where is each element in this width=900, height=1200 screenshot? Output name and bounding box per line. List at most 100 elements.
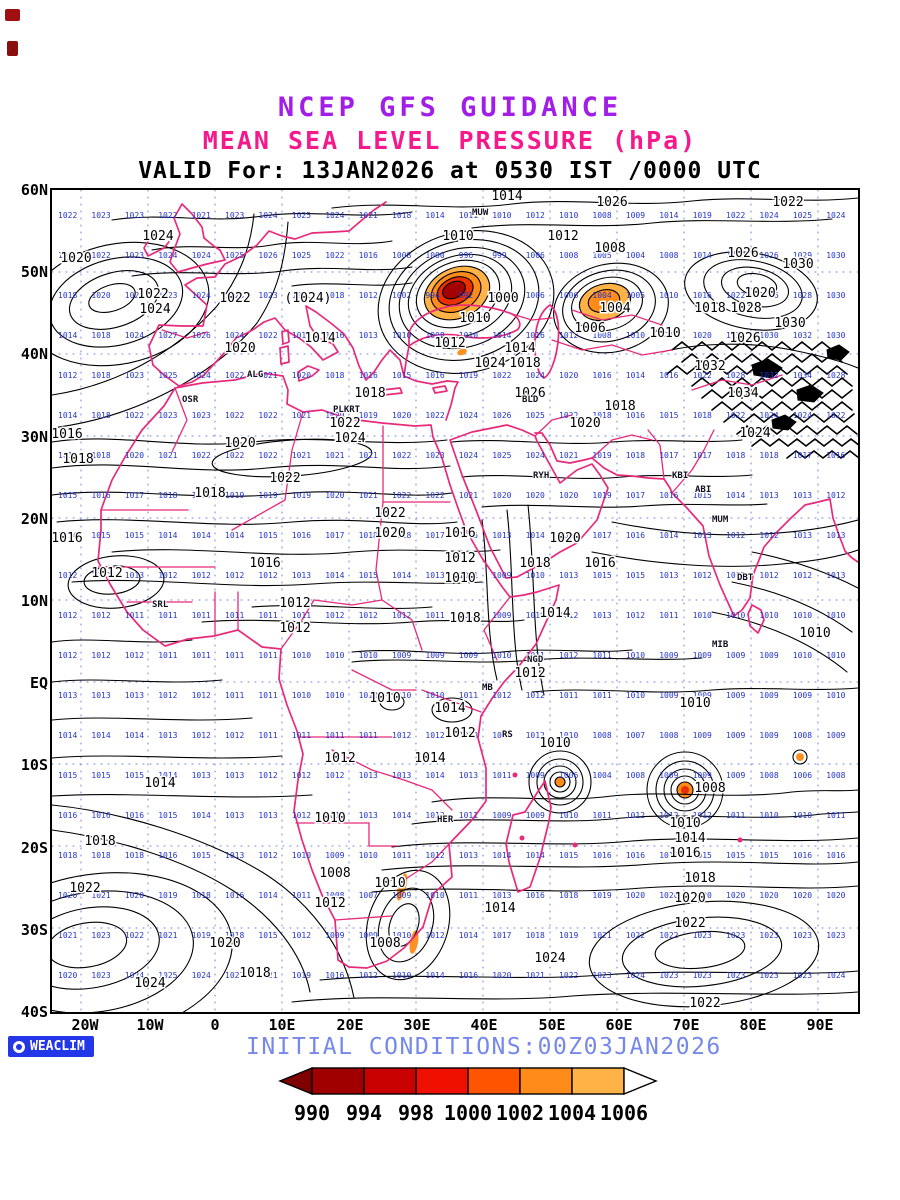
grid-pressure-value: 1010 [492,211,511,220]
grid-pressure-value: 1016 [793,851,812,860]
grid-pressure-value: 1019 [225,491,244,500]
grid-pressure-value: 1022 [125,411,144,420]
grid-pressure-value: 1015 [592,571,611,580]
contour-label: 1012 [434,336,465,351]
grid-pressure-value: 1017 [492,931,511,940]
contour-label: 1026 [727,246,758,261]
grid-pressure-value: 1013 [359,331,378,340]
grid-pressure-value: 1020 [292,371,311,380]
grid-pressure-value: 1019 [559,931,578,940]
grid-pressure-value: 1018 [192,891,211,900]
grid-pressure-value: 999 [492,251,507,260]
grid-pressure-value: 1020 [559,491,578,500]
lon-tick-80E: 80E [728,1016,778,1034]
contour-label: 1030 [774,316,805,331]
grid-pressure-value: 1019 [258,491,277,500]
grid-pressure-value: 1021 [158,451,177,460]
grid-pressure-value: 1023 [125,371,144,380]
contour-label: 1010 [669,816,700,831]
grid-pressure-value: 1015 [359,571,378,580]
lat-tick-10N: 10N [2,592,48,610]
grid-pressure-value: 1010 [726,611,745,620]
contour-label: 1020 [744,286,775,301]
grid-pressure-value: 1021 [559,451,578,460]
station-label-NGD: NGD [527,655,544,665]
grid-pressure-value: 1025 [526,411,545,420]
grid-pressure-value: 1024 [526,371,545,380]
grid-pressure-value: 1022 [225,411,244,420]
grid-pressure-value: 1016 [526,331,545,340]
grid-pressure-value: 1009 [325,931,344,940]
contour-label: 1010 [444,571,475,586]
grid-pressure-value: 1034 [793,371,812,380]
grid-pressure-value: 1032 [793,331,812,340]
station-label-MIB: MIB [712,640,729,650]
grid-pressure-value: 1011 [726,811,745,820]
grid-pressure-value: 1025 [292,211,311,220]
grid-pressure-value: 1013 [292,571,311,580]
contour-label: 1014 [674,831,705,846]
grid-pressure-value: 1013 [592,611,611,620]
lon-tick-40E: 40E [459,1016,509,1034]
grid-pressure-value: 1019 [359,411,378,420]
grid-pressure-value: 1016 [58,811,77,820]
grid-pressure-value: 1010 [392,331,411,340]
grid-pressure-value: 1020 [726,891,745,900]
grid-pressure-value: 1022 [91,251,110,260]
grid-pressure-value: 1012 [58,651,77,660]
grid-pressure-value: 1014 [425,211,444,220]
contour-label: 1020 [549,531,580,546]
grid-pressure-value: 1028 [826,371,845,380]
grid-pressure-value: 1018 [759,451,778,460]
contour-label: 1014 [414,751,445,766]
grid-pressure-value: 1010 [559,211,578,220]
colorbar-label: 1004 [548,1101,596,1124]
grid-pressure-value: 1015 [258,531,277,540]
grid-pressure-value: 1022 [225,371,244,380]
grid-pressure-value: 1023 [91,211,110,220]
grid-pressure-value: 1023 [91,931,110,940]
grid-pressure-value: 1020 [492,971,511,980]
grid-pressure-value: 1025 [793,211,812,220]
grid-pressure-value: 1028 [726,371,745,380]
grid-pressure-value: 1013 [459,851,478,860]
contour-label: 1014 [144,776,175,791]
grid-pressure-value: 1012 [726,531,745,540]
grid-pressure-value: 1016 [359,251,378,260]
grid-pressure-value: 1009 [726,731,745,740]
contour-label: 1010 [369,691,400,706]
grid-pressure-value: 1023 [158,411,177,420]
grid-pressure-value: 1014 [58,411,77,420]
grid-pressure-value: 1016 [626,531,645,540]
grid-pressure-value: 1010 [359,651,378,660]
grid-pressure-value: 1013 [58,691,77,700]
grid-pressure-value: 1020 [91,291,110,300]
grid-pressure-value: 1015 [125,531,144,540]
grid-pressure-value: 1013 [392,771,411,780]
contour-label: 1022 [374,506,405,521]
grid-pressure-value: 1012 [325,611,344,620]
lon-tick-70E: 70E [661,1016,711,1034]
grid-pressure-value: 1028 [793,291,812,300]
contour-label: 1016 [584,556,615,571]
grid-pressure-value: 1021 [592,931,611,940]
grid-pressure-value: 1021 [359,211,378,220]
grid-pressure-value: 1021 [292,411,311,420]
contour-label: 1018 [62,452,93,467]
station-label-SRL: SRL [152,600,169,610]
contour-label: 1012 [324,751,355,766]
grid-pressure-value: 1025 [292,251,311,260]
grid-pressure-value: 1018 [693,411,712,420]
grid-pressure-value: 1017 [659,451,678,460]
grid-pressure-value: 1015 [58,491,77,500]
contour-label: 1026 [729,331,760,346]
grid-pressure-value: 1008 [659,251,678,260]
grid-pressure-value: 1009 [425,651,444,660]
grid-pressure-value: 1012 [626,611,645,620]
grid-pressure-value: 1012 [759,531,778,540]
contour-label: 1008 [594,241,625,256]
grid-pressure-value: 1014 [125,731,144,740]
grid-pressure-value: 1011 [459,811,478,820]
grid-pressure-value: 1014 [192,531,211,540]
grid-pressure-value: 1023 [425,451,444,460]
